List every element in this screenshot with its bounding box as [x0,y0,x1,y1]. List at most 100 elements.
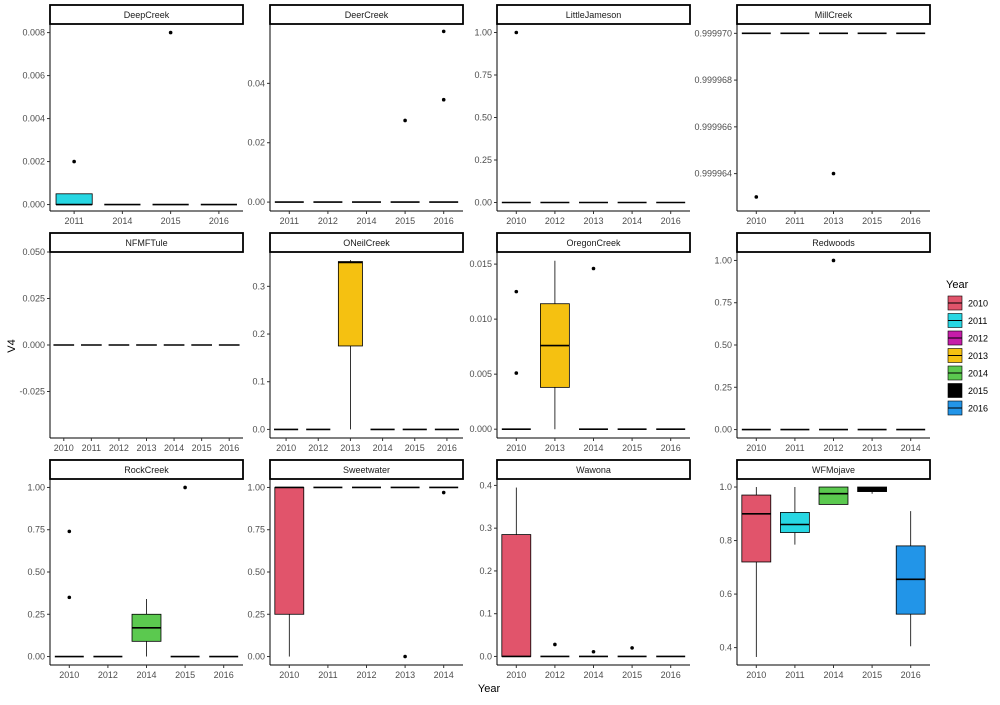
facet-strip-box [269,4,464,25]
y-tick-label: 0.50 [247,567,265,577]
facet-strip-box [736,459,931,480]
outlier-point [403,654,407,659]
box-body [741,494,772,563]
x-tick-label: 2012 [356,670,376,680]
y-tick-label: 0.25 [27,609,45,619]
legend-label: 2012 [968,334,988,344]
y-tick-label: 0.50 [714,340,732,350]
outlier-point [441,97,446,102]
legend-item-2014: 2014 [947,365,988,381]
legend-item-2010: 2010 [947,295,988,311]
legend-item-2015: 2015 [947,383,988,398]
facet-strip-box [49,4,244,25]
y-tick-label: 0.999966 [694,122,732,132]
box-2016 [895,511,926,647]
y-tick-label: 0.010 [469,314,492,324]
facet-grid: DeepCreek 0.000 0.002 0.004 0.006 0.008 2011 20… [19,4,931,680]
box-body [780,512,810,533]
x-tick-label: 2014 [901,443,921,453]
box-body [501,534,532,657]
box-2010 [54,529,84,658]
outlier-point [441,490,446,495]
outlier-point [403,118,407,123]
facet-title: OregonCreek [566,238,621,248]
x-tick-label: 2015 [622,443,642,453]
y-tick-label: 0.000 [22,340,45,350]
outlier-point [183,485,187,490]
y-tick-label: 0.8 [719,536,732,546]
x-tick-label: 2010 [746,443,766,453]
y-tick-label: 0.006 [22,71,45,81]
x-tick-label: 2011 [785,443,804,453]
box-2014 [579,649,608,658]
y-tick-label: 0.04 [247,78,265,88]
y-tick-label: 0.1 [479,609,492,619]
facet-strip: ONeilCreek [269,232,464,253]
x-tick-label: 2016 [214,670,234,680]
facet-title: Redwoods [812,238,855,248]
x-tick-label: 2013 [583,216,603,226]
x-tick-label: 2013 [862,443,882,453]
x-tick-label: 2016 [661,670,681,680]
y-tick-label: 0.005 [469,369,492,379]
y-tick-label: 0.25 [247,609,265,619]
x-tick-label: 2010 [59,670,79,680]
facet-strip: LittleJameson [496,4,691,25]
facet-title: WFMojave [812,465,855,475]
x-tick-label: 2015 [192,443,212,453]
legend-label: 2014 [968,369,988,379]
x-tick-label: 2010 [746,670,766,680]
x-tick-label: 2010 [506,443,526,453]
facet-strip: WFMojave [736,459,931,480]
x-tick-label: 2014 [434,670,454,680]
y-tick-label: 0.50 [27,567,45,577]
y-tick-label: 1.00 [474,28,492,38]
y-tick-label: 0.050 [22,247,45,257]
x-tick-label: 2013 [136,443,156,453]
facet-panel: DeepCreek 0.000 0.002 0.004 0.006 0.008 2011 20… [22,4,244,226]
y-tick-label: 0.00 [714,425,732,435]
facet-panel: OregonCreek 0.000 0.005 0.010 0.015 2010 2013 2… [469,232,691,453]
legend-label: 2011 [968,316,987,326]
x-tick-label: 2011 [785,216,804,226]
y-tick-label: 0.999968 [694,75,732,85]
y-tick-label: 0.75 [474,70,492,80]
y-tick-label: 0.75 [714,298,732,308]
facet-strip: MillCreek [736,4,931,25]
y-tick-label: 1.00 [714,255,732,265]
facet-panel: MillCreek 0.999964 0.999966 0.999968 0.99997… [694,4,931,226]
facet-title: ONeilCreek [343,238,390,248]
box-2010 [501,487,532,658]
facet-strip: DeerCreek [269,4,464,25]
legend-item-2012: 2012 [947,330,988,346]
x-tick-label: 2016 [434,216,454,226]
facet-panel: WFMojave 0.4 0.6 0.8 1.0 2010 2011 2014 2015 2016 [719,459,931,680]
box-2015 [390,118,420,203]
x-tick-label: 2014 [136,670,156,680]
outlier-point [591,649,596,654]
x-tick-label: 2010 [276,443,296,453]
y-tick-label: 0.00 [27,652,45,662]
outlier-point [67,529,72,534]
facet-title: Wawona [576,465,611,475]
box-body [55,193,93,205]
y-tick-label: 0.999970 [694,28,732,38]
y-tick-label: 0.999964 [694,169,732,179]
y-tick-label: 0.25 [474,155,492,165]
facet-title: MillCreek [815,10,853,20]
x-tick-label: 2011 [82,443,101,453]
x-tick-label: 2015 [161,216,181,226]
facet-panel: NFMFTule -0.025 0.000 0.025 0.050 2010 2011 201… [19,232,244,453]
x-tick-label: 2011 [280,216,299,226]
facet-panel: RockCreek 0.00 0.25 0.50 0.75 1.00 2010 2012 201… [27,459,244,680]
box-2015 [857,486,887,494]
legend-item-2011: 2011 [947,313,987,328]
x-tick-label: 2014 [112,216,132,226]
facet-strip: NFMFTule [49,232,244,253]
legend-label: 2010 [968,299,988,309]
x-tick-label: 2012 [98,670,118,680]
box-body [274,487,305,615]
legend-item-2013: 2013 [947,348,988,363]
y-tick-label: 0.000 [469,424,492,434]
